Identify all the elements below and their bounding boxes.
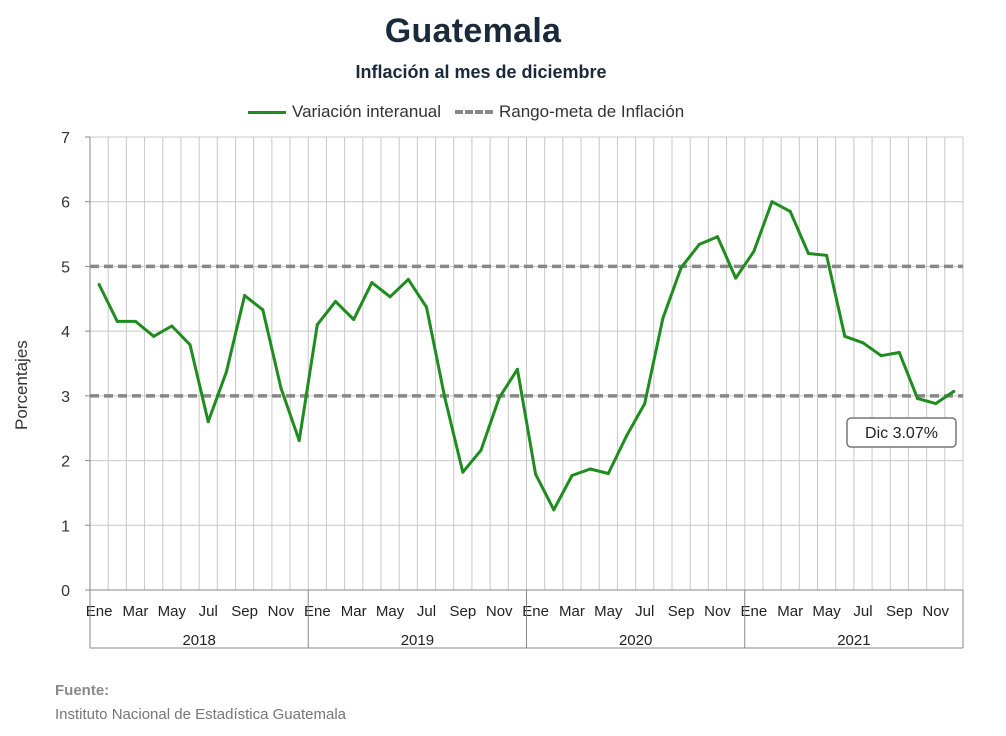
data-point: [552, 508, 556, 512]
data-point: [497, 396, 501, 400]
x-tick-label: May: [594, 603, 623, 620]
year-label: 2020: [619, 632, 652, 649]
data-point: [897, 350, 901, 354]
data-point: [843, 334, 847, 338]
y-tick-label: 2: [61, 454, 70, 471]
data-point: [697, 242, 701, 246]
legend-swatch-range: [455, 110, 493, 114]
y-tick-label: 1: [61, 518, 70, 535]
data-point: [588, 467, 592, 471]
x-tick-label: Sep: [668, 603, 695, 620]
data-point: [534, 472, 538, 476]
data-point: [243, 294, 247, 298]
data-point: [752, 250, 756, 254]
data-point: [261, 308, 265, 312]
x-tick-label: Mar: [559, 603, 585, 620]
x-tick-label: Sep: [231, 603, 258, 620]
chart-legend: Variación interanual Rango-meta de Infla…: [248, 102, 698, 122]
data-point: [315, 323, 319, 327]
data-point: [806, 251, 810, 255]
data-point: [388, 295, 392, 299]
data-point: [679, 266, 683, 270]
data-point: [424, 305, 428, 309]
x-tick-label: Ene: [522, 603, 549, 620]
data-point: [788, 209, 792, 213]
data-point: [115, 319, 119, 323]
x-tick-label: Nov: [268, 603, 295, 620]
x-tick-label: Sep: [886, 603, 913, 620]
data-point: [279, 386, 283, 390]
year-label: 2021: [837, 632, 870, 649]
annotation-label: Dic 3.07%: [865, 425, 938, 442]
data-point: [715, 235, 719, 239]
data-point: [625, 434, 629, 438]
chart-subtitle: Inflación al mes de diciembre: [355, 62, 607, 82]
data-point: [770, 200, 774, 204]
x-tick-label: May: [812, 603, 841, 620]
y-tick-label: 7: [61, 130, 70, 147]
x-tick-label: Jul: [853, 603, 872, 620]
legend-label-range: Rango-meta de Inflación: [499, 102, 685, 121]
year-label: 2019: [401, 632, 434, 649]
data-point: [879, 354, 883, 358]
legend-item-series: Variación interanual: [248, 102, 441, 122]
y-tick-label: 5: [61, 259, 70, 276]
legend-label-series: Variación interanual: [292, 102, 441, 121]
x-tick-label: Nov: [704, 603, 731, 620]
annotation-box: [846, 417, 957, 448]
data-point: [334, 299, 338, 303]
data-point: [661, 316, 665, 320]
source-text: Instituto Nacional de Estadística Guatem…: [55, 706, 346, 723]
x-tick-label: Ene: [86, 603, 113, 620]
x-tick-label: Nov: [922, 603, 949, 620]
data-point: [97, 283, 101, 287]
data-point: [934, 402, 938, 406]
x-tick-label: May: [376, 603, 405, 620]
data-point: [133, 319, 137, 323]
source-label: Fuente:: [55, 682, 110, 699]
data-point: [297, 439, 301, 443]
data-point: [570, 473, 574, 477]
x-tick-label: Jul: [635, 603, 654, 620]
data-point: [916, 396, 920, 400]
year-label: 2018: [182, 632, 215, 649]
y-tick-label: 6: [61, 195, 70, 212]
x-tick-label: Sep: [449, 603, 476, 620]
data-point: [734, 276, 738, 280]
data-point: [825, 253, 829, 257]
data-point: [370, 281, 374, 285]
legend-swatch-series: [248, 110, 286, 114]
x-tick-label: Ene: [304, 603, 331, 620]
data-point: [643, 402, 647, 406]
data-point: [224, 370, 228, 374]
x-tick-label: Nov: [486, 603, 513, 620]
data-point: [861, 341, 865, 345]
x-tick-label: May: [158, 603, 187, 620]
data-point: [352, 317, 356, 321]
data-point: [170, 324, 174, 328]
data-point: [952, 389, 956, 393]
x-tick-label: Jul: [199, 603, 218, 620]
data-point: [515, 367, 519, 371]
x-tick-label: Ene: [740, 603, 767, 620]
data-point: [479, 448, 483, 452]
x-tick-label: Jul: [417, 603, 436, 620]
legend-item-range: Rango-meta de Inflación: [455, 102, 684, 122]
data-point: [606, 472, 610, 476]
x-tick-label: Mar: [777, 603, 803, 620]
data-point: [188, 343, 192, 347]
y-tick-label: 3: [61, 389, 70, 406]
data-point: [206, 420, 210, 424]
y-tick-label: 4: [61, 324, 70, 341]
y-tick-label: 0: [61, 583, 70, 600]
x-tick-label: Mar: [123, 603, 149, 620]
data-point: [406, 277, 410, 281]
data-point: [461, 470, 465, 474]
x-tick-label: Mar: [341, 603, 367, 620]
data-point: [443, 395, 447, 399]
data-point: [152, 334, 156, 338]
series-line-variacion-interanual: [97, 200, 955, 512]
chart-title: Guatemala: [384, 12, 562, 50]
